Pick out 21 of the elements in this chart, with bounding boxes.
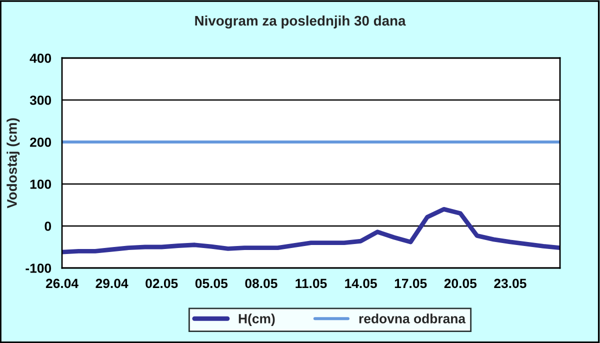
- y-tick-label: 400: [30, 54, 52, 63]
- y-tick-label: -100: [26, 264, 52, 273]
- x-tick-label: 20.05: [444, 278, 477, 288]
- y-tick-label: 200: [30, 138, 52, 147]
- x-tick-label: 23.05: [494, 278, 526, 288]
- line-series: [62, 206, 560, 254]
- y-tick-label: 100: [30, 180, 52, 189]
- x-tick-label: 08.05: [245, 278, 278, 288]
- y-tick-label: 0: [44, 222, 52, 231]
- x-tick-label: 05.05: [195, 278, 228, 288]
- x-tick-label: 26.04: [46, 278, 78, 288]
- legend-label: H(cm): [238, 314, 275, 326]
- x-tick-label: 29.04: [96, 278, 128, 288]
- legend-label: redovna odbrana: [359, 314, 466, 324]
- x-tick-label: 17.05: [394, 278, 427, 288]
- y-axis-title: Vodostaj (cm): [6, 118, 20, 208]
- x-tick-label: 11.05: [296, 278, 327, 288]
- chart-title: Nivogram za poslednjih 30 dana: [195, 15, 406, 29]
- x-tick-label: 14.05: [345, 278, 377, 288]
- x-tick-label: 02.05: [146, 278, 178, 288]
- y-tick-label: 300: [30, 96, 52, 105]
